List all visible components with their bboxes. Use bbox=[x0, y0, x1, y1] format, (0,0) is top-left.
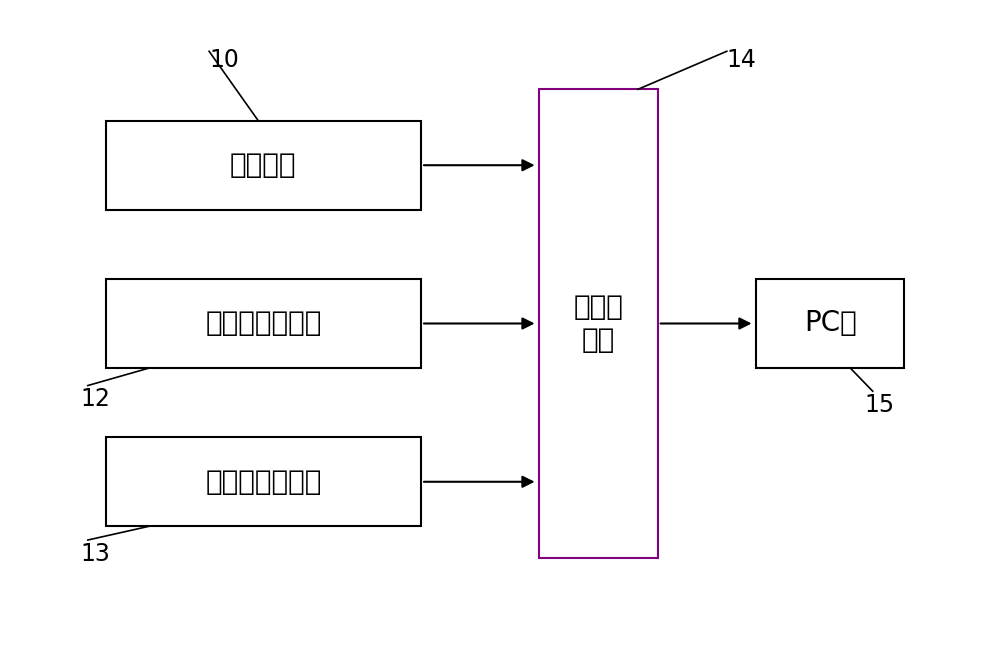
Text: 信号采
集器: 信号采 集器 bbox=[574, 293, 624, 354]
Bar bbox=[106, 280, 421, 367]
Text: PC机: PC机 bbox=[804, 309, 857, 338]
Bar bbox=[106, 437, 421, 526]
Text: 15: 15 bbox=[865, 393, 895, 417]
Text: 13: 13 bbox=[81, 542, 111, 566]
Bar bbox=[106, 121, 421, 210]
Text: 第二测距传感器: 第二测距传感器 bbox=[205, 468, 322, 496]
Text: 10: 10 bbox=[209, 48, 239, 72]
Bar bbox=[756, 280, 904, 367]
Text: 力传感器: 力传感器 bbox=[230, 151, 297, 179]
Text: 12: 12 bbox=[81, 387, 111, 411]
Text: 14: 14 bbox=[727, 48, 757, 72]
Text: 第一测距传感器: 第一测距传感器 bbox=[205, 309, 322, 338]
Bar bbox=[539, 89, 658, 558]
